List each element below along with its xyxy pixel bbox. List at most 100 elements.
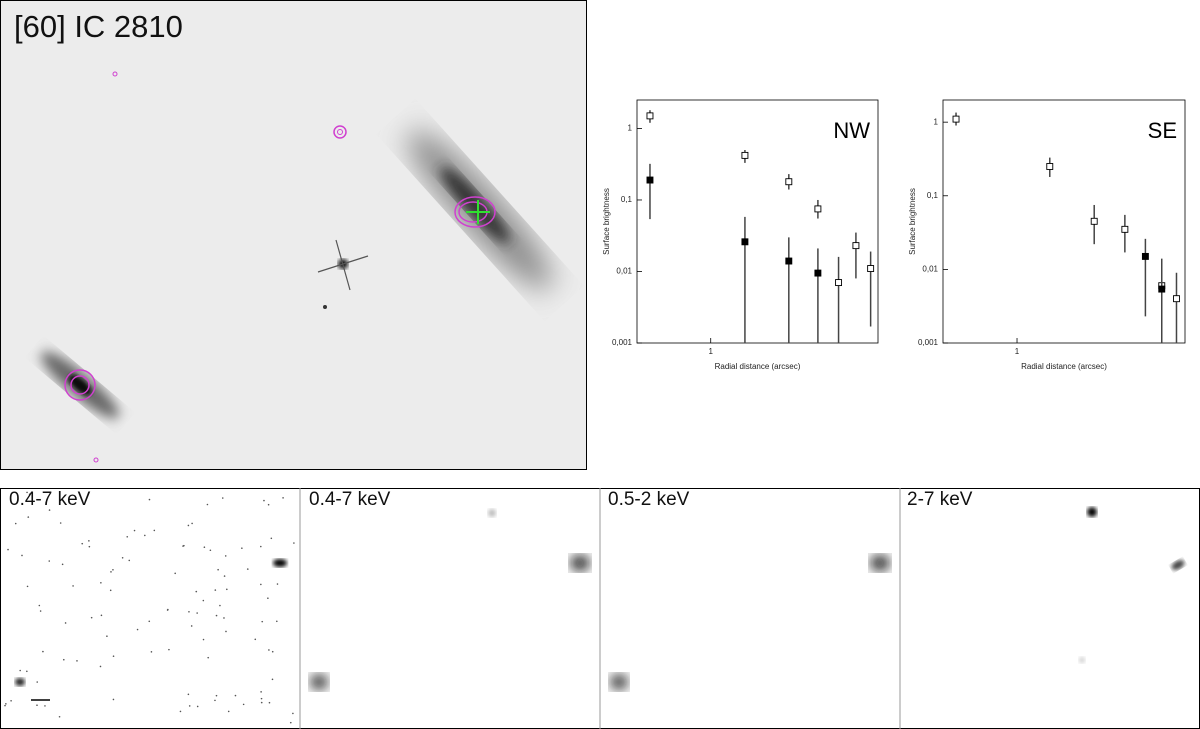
event-dot xyxy=(113,699,115,701)
event-dot xyxy=(154,530,156,532)
event-dot xyxy=(219,605,221,607)
event-dot xyxy=(188,525,190,527)
event-dot xyxy=(110,590,112,592)
event-dot xyxy=(217,569,219,571)
event-dot xyxy=(290,722,292,724)
event-dot xyxy=(225,631,227,633)
event-dot xyxy=(128,560,130,562)
event-dot xyxy=(276,621,278,623)
optical-image xyxy=(1,1,586,469)
event-dot xyxy=(189,705,191,707)
panel-label: 0.5-2 keV xyxy=(608,489,690,510)
event-dot xyxy=(241,547,243,549)
data-point xyxy=(742,152,748,158)
event-dot xyxy=(210,549,212,551)
data-point xyxy=(786,258,792,264)
event-dot xyxy=(188,611,190,613)
y-tick-label: 0,1 xyxy=(927,191,939,200)
data-point xyxy=(1159,286,1165,292)
x-axis-label: Radial distance (arcsec) xyxy=(1021,362,1107,371)
event-dot xyxy=(72,585,74,587)
x-axis-label: Radial distance (arcsec) xyxy=(715,362,801,371)
data-point xyxy=(815,270,821,276)
event-dot xyxy=(235,695,237,697)
event-dot xyxy=(216,695,218,697)
data-point xyxy=(815,206,821,212)
event-dot xyxy=(207,657,209,659)
x-tick-label: 1 xyxy=(708,347,713,356)
event-dot xyxy=(65,622,67,624)
event-dot xyxy=(106,635,108,637)
data-point xyxy=(1122,226,1128,232)
event-dot xyxy=(134,530,136,532)
event-dot xyxy=(113,655,115,657)
event-dot xyxy=(88,540,90,542)
y-tick-label: 0,001 xyxy=(918,338,939,347)
event-dot xyxy=(196,612,198,614)
event-dot xyxy=(260,584,262,586)
panel-label: 2-7 keV xyxy=(907,489,973,510)
panel-label: 0.4-7 keV xyxy=(9,489,91,510)
event-dot xyxy=(188,694,190,696)
x-tick-label: 1 xyxy=(1015,347,1020,356)
event-dot xyxy=(89,546,91,548)
data-point xyxy=(953,116,959,122)
event-dot xyxy=(91,617,93,619)
event-dot xyxy=(137,629,139,631)
event-dot xyxy=(222,497,224,499)
event-dot xyxy=(19,670,21,672)
event-dot xyxy=(191,523,193,525)
y-tick-label: 0,001 xyxy=(612,338,633,347)
event-dot xyxy=(204,546,206,548)
event-dot xyxy=(112,569,114,571)
event-dot xyxy=(36,681,38,683)
figure: [60] IC 2810 0.4-7 keV 0.4-7 keV 0.5-2 k… xyxy=(0,0,1200,729)
event-dot xyxy=(21,555,23,557)
event-dot xyxy=(215,589,217,591)
event-dot xyxy=(5,703,7,705)
event-dot xyxy=(60,522,62,524)
event-dot xyxy=(39,605,41,607)
y-tick-label: 1 xyxy=(934,117,939,126)
event-dot xyxy=(174,573,176,575)
event-dot xyxy=(36,704,38,706)
event-dot xyxy=(48,560,50,562)
data-point xyxy=(1091,218,1097,224)
y-tick-label: 0,01 xyxy=(616,267,632,276)
y-tick-label: 0,1 xyxy=(621,195,633,204)
event-dot xyxy=(63,659,65,661)
event-dot xyxy=(59,716,61,718)
event-dot xyxy=(27,586,29,588)
event-dot xyxy=(223,617,225,619)
event-dot xyxy=(261,698,263,700)
event-dot xyxy=(27,516,29,518)
event-dot xyxy=(122,557,124,559)
event-dot xyxy=(100,666,102,668)
event-dot xyxy=(261,702,263,704)
event-dot xyxy=(26,671,28,673)
data-point xyxy=(868,266,874,272)
event-dot xyxy=(101,615,103,617)
event-dot xyxy=(272,679,274,681)
event-dot xyxy=(226,589,228,591)
data-point xyxy=(742,239,748,245)
event-dot xyxy=(203,600,205,602)
data-point xyxy=(647,113,653,119)
data-point xyxy=(853,243,859,249)
event-dot xyxy=(203,639,205,641)
event-dot xyxy=(228,711,230,713)
event-dot xyxy=(216,615,218,617)
event-dot xyxy=(168,649,170,651)
data-point xyxy=(647,177,653,183)
event-dot xyxy=(4,705,6,707)
event-dot xyxy=(10,700,12,702)
event-dot xyxy=(126,536,128,538)
event-dot xyxy=(195,591,197,593)
event-dot xyxy=(7,549,9,551)
event-dot xyxy=(292,713,294,715)
event-dot xyxy=(144,535,146,537)
event-dot xyxy=(225,555,227,557)
event-dot xyxy=(214,700,216,702)
event-dot xyxy=(167,609,169,611)
event-dot xyxy=(243,704,245,706)
